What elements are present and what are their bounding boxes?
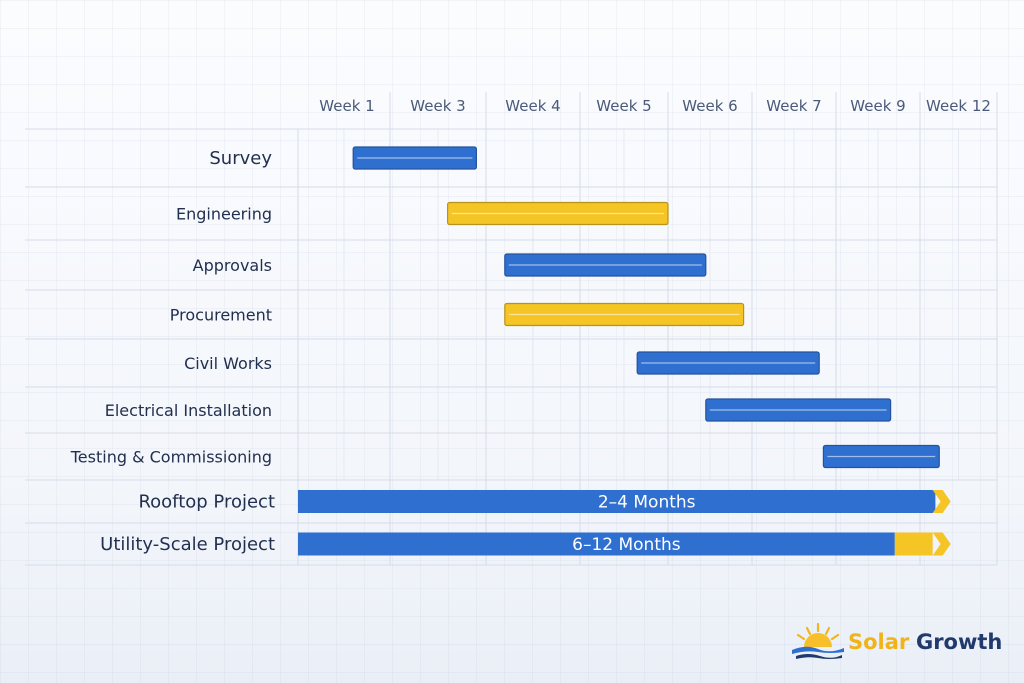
logo-text-growth: Growth (915, 630, 1003, 654)
task-label: Procurement (170, 306, 272, 325)
solar-growth-logo: Solar Growth (788, 620, 1003, 664)
task-label: Approvals (193, 256, 272, 275)
week-header-label: Week 7 (766, 97, 821, 115)
task-label: Testing & Commissioning (70, 448, 272, 467)
summary-bar (298, 490, 936, 513)
week-header-label: Week 3 (410, 97, 465, 115)
summary-arrow-head (932, 490, 951, 513)
week-header-label: Week 1 (319, 97, 374, 115)
summary-label: Rooftop Project (138, 492, 275, 513)
summary-bar-extension (894, 532, 933, 556)
sun-wave-icon (792, 622, 844, 659)
summary-arrow-head (932, 532, 951, 556)
week-header-label: Week 5 (596, 97, 651, 115)
summary-duration-label: 2–4 Months (598, 493, 696, 513)
week-header-label: Week 9 (850, 97, 905, 115)
summary-label: Utility-Scale Project (100, 534, 275, 555)
task-label: Electrical Installation (105, 401, 272, 420)
week-header-label: Week 6 (682, 97, 737, 115)
task-label: Engineering (176, 205, 272, 224)
logo-text-solar: Solar (848, 630, 910, 654)
task-label: Survey (209, 148, 272, 169)
week-header-label: Week 4 (505, 97, 560, 115)
task-label: Civil Works (184, 354, 272, 373)
summary-bar (298, 532, 895, 556)
summary-duration-label: 6–12 Months (572, 535, 681, 555)
week-header-label: Week 12 (926, 97, 991, 115)
